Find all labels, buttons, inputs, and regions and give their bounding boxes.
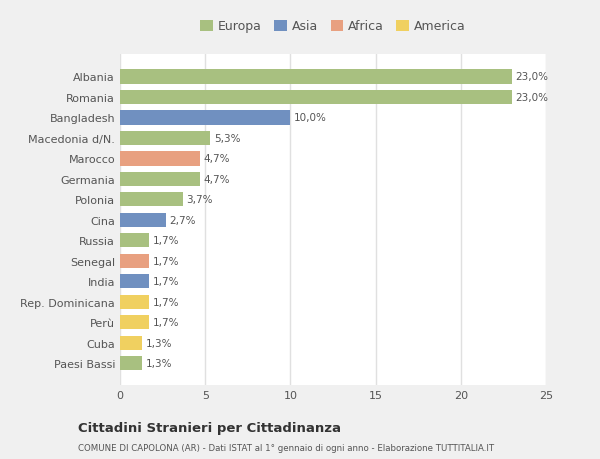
Text: 1,7%: 1,7% bbox=[152, 318, 179, 328]
Text: 1,3%: 1,3% bbox=[146, 338, 172, 348]
Bar bbox=[120, 315, 149, 330]
Bar bbox=[120, 111, 290, 125]
Text: 10,0%: 10,0% bbox=[294, 113, 326, 123]
Text: 23,0%: 23,0% bbox=[515, 93, 548, 103]
Bar bbox=[120, 152, 200, 166]
Text: 1,7%: 1,7% bbox=[152, 297, 179, 307]
Bar bbox=[120, 356, 142, 370]
Bar bbox=[120, 70, 512, 84]
Bar bbox=[120, 131, 211, 146]
Text: 4,7%: 4,7% bbox=[203, 154, 230, 164]
Text: 1,3%: 1,3% bbox=[146, 358, 172, 369]
Bar bbox=[120, 234, 149, 248]
Text: 1,7%: 1,7% bbox=[152, 256, 179, 266]
Text: 4,7%: 4,7% bbox=[203, 174, 230, 185]
Bar bbox=[120, 254, 149, 269]
Text: 1,7%: 1,7% bbox=[152, 236, 179, 246]
Bar bbox=[120, 295, 149, 309]
Text: 3,7%: 3,7% bbox=[187, 195, 213, 205]
Text: 2,7%: 2,7% bbox=[169, 215, 196, 225]
Bar bbox=[120, 172, 200, 187]
Text: 23,0%: 23,0% bbox=[515, 72, 548, 82]
Bar bbox=[120, 336, 142, 350]
Legend: Europa, Asia, Africa, America: Europa, Asia, Africa, America bbox=[196, 16, 470, 39]
Text: 5,3%: 5,3% bbox=[214, 134, 240, 144]
Text: COMUNE DI CAPOLONA (AR) - Dati ISTAT al 1° gennaio di ogni anno - Elaborazione T: COMUNE DI CAPOLONA (AR) - Dati ISTAT al … bbox=[78, 443, 494, 452]
Bar bbox=[120, 274, 149, 289]
Bar bbox=[120, 90, 512, 105]
Bar bbox=[120, 213, 166, 228]
Bar bbox=[120, 193, 183, 207]
Text: Cittadini Stranieri per Cittadinanza: Cittadini Stranieri per Cittadinanza bbox=[78, 421, 341, 434]
Text: 1,7%: 1,7% bbox=[152, 277, 179, 286]
